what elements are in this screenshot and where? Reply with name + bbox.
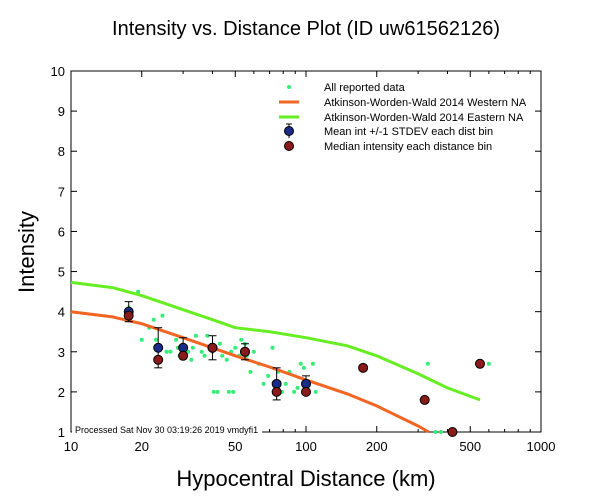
reported-data-point <box>261 381 266 386</box>
reported-data-point <box>226 389 231 394</box>
y-tick-label: 6 <box>58 224 65 239</box>
legend-label: Median intensity each distance bin <box>324 141 492 153</box>
reported-data-point <box>220 353 225 358</box>
reported-data-point <box>248 369 253 374</box>
reported-data-point <box>189 357 194 362</box>
legend-marker-swatch <box>284 126 294 136</box>
reported-data-point <box>266 373 271 378</box>
y-tick-label: 5 <box>58 265 65 280</box>
reported-data-point <box>151 317 156 322</box>
reported-data-point <box>295 385 300 390</box>
reported-data-point <box>217 341 222 346</box>
reported-data-point <box>139 337 144 342</box>
y-tick-label: 3 <box>58 345 65 360</box>
median-intensity-point <box>474 358 485 369</box>
legend: All reported data Atkinson-Worden-Wald 20… <box>279 82 527 153</box>
reported-data-point <box>168 349 173 354</box>
x-tick-label: 200 <box>366 439 388 454</box>
reported-data-point <box>438 430 443 434</box>
x-axis-title: Hypocentral Distance (km) <box>176 466 435 491</box>
median-intensity-point <box>239 346 250 357</box>
median-intensity-point <box>271 386 282 397</box>
reported-data-point <box>251 349 256 354</box>
mean-intensity-point <box>153 342 164 353</box>
reported-data-point <box>136 289 141 294</box>
reported-data-point <box>313 389 318 394</box>
reported-data-point <box>283 381 288 386</box>
reported-data-point <box>270 345 275 350</box>
legend-marker-swatch <box>284 141 294 151</box>
series-line-atkinson-worden-wald-2014-eastern-na <box>70 280 481 402</box>
reported-data-point <box>164 349 169 354</box>
median-intensity-point <box>207 342 218 353</box>
reported-data-point <box>190 345 195 350</box>
median-intensity-point <box>419 394 430 405</box>
y-tick-label: 4 <box>58 305 65 320</box>
processed-footer: Processed Sat Nov 30 03:19:26 2019 vmdyf… <box>75 425 258 435</box>
legend-label: Atkinson-Worden-Wald 2014 Eastern NA <box>324 112 524 124</box>
reported-data-point <box>486 361 491 366</box>
x-tick-label: 50 <box>228 439 242 454</box>
reported-data-point <box>205 333 210 338</box>
median-intensity-point <box>447 427 458 437</box>
x-tick-label: 100 <box>295 439 317 454</box>
median-intensity-point <box>123 310 134 321</box>
x-axis: 10 20 50 100 200 500 1000 <box>64 71 556 454</box>
footer-background <box>72 424 262 435</box>
reported-data-point <box>310 361 315 366</box>
y-axis-title: Intensity <box>14 211 39 293</box>
chart-title: Intensity vs. Distance Plot (ID uw615621… <box>112 18 500 40</box>
legend-entries: All reported data Atkinson-Worden-Wald 20… <box>279 82 527 153</box>
x-tick-label: 500 <box>459 439 481 454</box>
median-intensity-point <box>178 350 189 361</box>
reported-data-point <box>174 337 179 342</box>
median-intensity-point <box>153 354 164 365</box>
x-tick-label: 20 <box>135 439 149 454</box>
x-tick-label: 10 <box>64 439 78 454</box>
reported-data-point <box>193 333 198 338</box>
reported-data-point <box>298 361 303 366</box>
reported-data-point <box>199 349 204 354</box>
reported-data-point <box>202 353 207 358</box>
y-axis: 1 2 3 4 5 6 7 8 9 10 <box>51 64 541 440</box>
plot-area <box>70 280 491 437</box>
x-tick-label: 1000 <box>527 439 556 454</box>
legend-label: Mean int +/-1 STDEV each dist bin <box>324 126 493 138</box>
median-intensity-point <box>358 362 369 373</box>
legend-label: Atkinson-Worden-Wald 2014 Western NA <box>324 97 527 109</box>
y-tick-label: 7 <box>58 184 65 199</box>
reported-data-point <box>211 389 216 394</box>
reported-data-point <box>239 337 244 342</box>
legend-label: All reported data <box>324 82 406 94</box>
reported-data-point <box>154 337 159 342</box>
median-intensity-point <box>301 386 311 397</box>
reported-data-point <box>215 389 220 394</box>
y-tick-label: 10 <box>51 64 65 79</box>
reported-data-point <box>433 430 438 434</box>
reported-data-point <box>292 389 297 394</box>
legend-dot-swatch <box>287 85 291 89</box>
y-tick-label: 9 <box>58 104 65 119</box>
reported-data-point <box>425 361 430 366</box>
reported-data-point <box>233 345 238 350</box>
reported-data-point <box>231 389 236 394</box>
reported-data-point <box>224 357 229 362</box>
y-tick-label: 8 <box>58 144 65 159</box>
reported-data-point <box>160 313 165 318</box>
reported-data-point <box>301 365 306 370</box>
y-tick-label: 2 <box>58 385 65 400</box>
y-tick-label: 1 <box>58 425 65 440</box>
